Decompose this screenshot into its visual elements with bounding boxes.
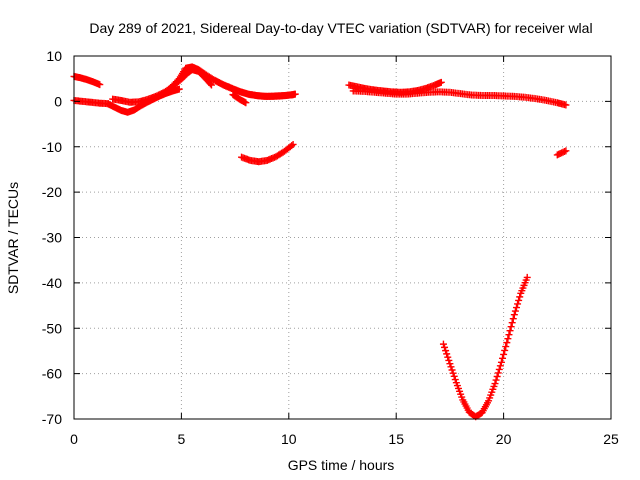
y-tick-label: -10 <box>42 139 62 155</box>
x-axis-label: GPS time / hours <box>288 457 395 473</box>
axis-ticks <box>73 55 612 420</box>
data-point <box>503 339 511 347</box>
data-point <box>439 340 447 348</box>
y-tick-label: -30 <box>42 230 62 246</box>
data-point <box>495 365 503 373</box>
data-series-11 <box>439 273 531 421</box>
data-series-12 <box>553 147 570 159</box>
data-point <box>497 358 505 366</box>
x-tick-label: 20 <box>496 431 512 447</box>
data-point <box>207 81 215 89</box>
x-tick-label: 10 <box>281 431 297 447</box>
data-point <box>523 273 531 281</box>
y-axis-label: SDTVAR / TECUs <box>5 182 21 294</box>
data-point <box>493 372 501 380</box>
data-point <box>242 99 250 107</box>
data-point <box>442 347 450 355</box>
data-point <box>441 343 449 351</box>
grid <box>74 56 611 419</box>
y-tick-label: -20 <box>42 184 62 200</box>
data-point <box>491 380 499 388</box>
y-tick-label: 0 <box>54 93 62 109</box>
data-point <box>501 346 509 354</box>
data-point <box>500 350 508 358</box>
data-point <box>506 327 514 335</box>
data-point <box>450 372 458 380</box>
data-point <box>494 369 502 377</box>
data-point <box>512 304 520 312</box>
data-point <box>492 376 500 384</box>
data-point <box>447 363 455 371</box>
data-point <box>449 369 457 377</box>
data-point <box>509 315 517 323</box>
y-tick-label: -70 <box>42 411 62 427</box>
x-tick-label: 15 <box>388 431 404 447</box>
data-point <box>96 81 104 89</box>
x-tick-label: 0 <box>70 431 78 447</box>
data-series <box>70 63 570 421</box>
chart-title: Day 289 of 2021, Sidereal Day-to-day VTE… <box>89 20 592 36</box>
data-point <box>288 142 296 150</box>
data-point <box>289 140 297 148</box>
data-point <box>508 319 516 327</box>
data-point <box>451 376 459 384</box>
x-tick-label: 25 <box>603 431 619 447</box>
x-tick-label: 5 <box>178 431 186 447</box>
data-point <box>448 366 456 374</box>
data-point <box>444 353 452 361</box>
data-point <box>505 331 513 339</box>
data-point <box>437 78 445 86</box>
data-point <box>206 80 214 88</box>
y-tick-label: -50 <box>42 320 62 336</box>
data-point <box>289 91 297 99</box>
data-series-6 <box>212 77 297 100</box>
data-point <box>507 323 515 331</box>
data-point <box>562 101 570 109</box>
data-point <box>504 335 512 343</box>
data-point <box>499 354 507 362</box>
data-series-4 <box>109 66 215 106</box>
data-point <box>515 296 523 304</box>
data-series-10 <box>349 87 570 109</box>
y-tick-labels: 10 0 -10 -20 -30 -40 -50 -60 -70 <box>42 48 62 427</box>
y-tick-label: -60 <box>42 366 62 382</box>
data-series-8 <box>238 140 297 166</box>
data-series-1 <box>70 72 104 89</box>
data-point <box>510 311 518 319</box>
data-series-2 <box>70 96 112 108</box>
data-point <box>516 293 524 301</box>
data-point <box>502 343 510 351</box>
y-tick-label: 10 <box>46 48 62 64</box>
data-point <box>562 147 570 155</box>
data-point <box>514 300 522 308</box>
data-point <box>496 362 504 370</box>
data-point <box>446 360 454 368</box>
data-point <box>175 85 183 93</box>
x-tick-labels: 0 5 10 15 20 25 <box>70 431 619 447</box>
data-point <box>445 356 453 364</box>
data-series-7 <box>229 91 250 107</box>
y-tick-label: -40 <box>42 275 62 291</box>
data-point <box>443 350 451 358</box>
data-point <box>511 307 519 315</box>
